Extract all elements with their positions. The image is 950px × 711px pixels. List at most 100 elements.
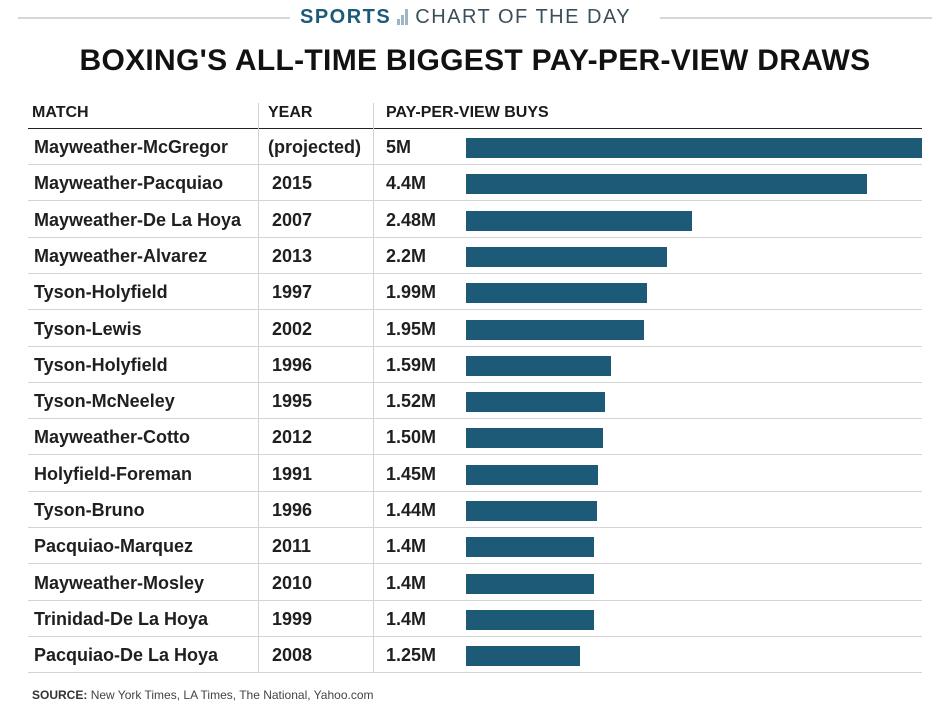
- row-divider: [28, 418, 922, 420]
- bar: [466, 174, 868, 195]
- column-header-year: YEAR: [268, 104, 313, 121]
- match-name: Mayweather-Alvarez: [34, 245, 208, 266]
- table-row: Tyson-Holyfield 1997 1.99M: [28, 274, 922, 311]
- year-label: 1996: [272, 500, 313, 520]
- data-label: 1.95M: [386, 318, 437, 339]
- row-divider: [28, 272, 922, 274]
- data-label: 4.4M: [386, 173, 427, 194]
- year-label: 1997: [272, 282, 313, 303]
- data-label: 1.4M: [386, 536, 427, 557]
- source-note: SOURCE: New York Times, LA Times, The Na…: [32, 688, 374, 702]
- match-name: Mayweather-McGregor: [34, 137, 229, 157]
- table-row: Mayweather-De La Hoya 2007 2.48M: [28, 202, 922, 238]
- brand-header: SPORTS CHART OF THE DAY: [0, 4, 950, 30]
- row-divider: [28, 527, 922, 528]
- data-label: 2.2M: [386, 245, 427, 266]
- table-row: Mayweather-McGregor (projected) 5M: [28, 129, 922, 165]
- table-row: Pacquiao-Marquez 2011 1.4M: [28, 528, 922, 565]
- table-row: Tyson-McNeeley 1995 1.52M: [28, 383, 922, 420]
- match-name: Tyson-Holyfield: [34, 282, 168, 303]
- bar: [466, 319, 644, 340]
- bar: [466, 573, 594, 594]
- column-header-match: MATCH: [32, 104, 89, 121]
- row-divider: [28, 345, 922, 347]
- match-name: Tyson-Holyfield: [34, 354, 168, 375]
- match-name: Mayweather-Cotto: [34, 427, 191, 448]
- data-label: 5M: [386, 137, 412, 157]
- match-name: Pacquiao-Marquez: [34, 536, 194, 557]
- year-label: 2013: [272, 245, 313, 266]
- source-text: New York Times, LA Times, The National, …: [90, 688, 374, 702]
- table-row: Mayweather-Cotto 2012 1.50M: [28, 419, 922, 456]
- year-label: 1995: [272, 391, 313, 412]
- table-row: Mayweather-Alvarez 2013 2.2M: [28, 238, 922, 274]
- match-name: Pacquiao-De La Hoya: [34, 645, 219, 666]
- bar: [466, 210, 693, 231]
- table-row: Pacquiao-De La Hoya 2008 1.25M: [28, 637, 922, 674]
- data-label: 1.99M: [386, 282, 437, 303]
- table-row: Mayweather-Mosley 2010 1.4M: [28, 565, 922, 601]
- row-divider: [28, 672, 922, 674]
- year-label: 2002: [272, 318, 313, 339]
- column-divider: [373, 103, 374, 673]
- data-label: 1.52M: [386, 391, 437, 412]
- data-label: 1.4M: [386, 608, 427, 629]
- bar: [466, 609, 594, 630]
- data-label: 1.45M: [386, 463, 437, 484]
- match-name: Holyfield-Foreman: [34, 463, 193, 484]
- bar: [466, 464, 599, 485]
- brand-sports: SPORTS: [300, 5, 392, 28]
- bar-chart-logo-icon: [397, 9, 409, 25]
- bar: [466, 646, 580, 667]
- brand-chart-of-the-day: CHART OF THE DAY: [415, 5, 632, 28]
- table-row: Tyson-Holyfield 1996 1.59M: [28, 347, 922, 383]
- bar: [466, 283, 648, 304]
- bar: [466, 537, 594, 558]
- chart-title: BOXING'S ALL-TIME BIGGEST PAY-PER-VIEW D…: [79, 44, 871, 77]
- data-label: 1.50M: [386, 427, 437, 448]
- bar: [466, 428, 603, 449]
- table-row: Holyfield-Foreman 1991 1.45M: [28, 456, 922, 492]
- year-label: 1991: [272, 463, 313, 484]
- year-label: 2007: [272, 209, 313, 230]
- match-name: Tyson-McNeeley: [34, 391, 175, 412]
- year-label: (projected): [268, 137, 362, 157]
- match-name: Tyson-Lewis: [34, 318, 142, 339]
- row-divider: [28, 635, 922, 637]
- match-name: Mayweather-Pacquiao: [34, 173, 224, 194]
- row-divider: [28, 309, 922, 311]
- data-label: 1.25M: [386, 645, 437, 666]
- row-divider: [28, 563, 922, 565]
- bar: [466, 392, 605, 413]
- bar: [466, 138, 922, 158]
- table-row: Tyson-Lewis 2002 1.95M: [28, 311, 922, 347]
- data-label: 1.59M: [386, 354, 437, 375]
- table-row: Trinidad-De La Hoya 1999 1.4M: [28, 601, 922, 637]
- table-row: Mayweather-Pacquiao 2015 4.4M: [28, 165, 922, 202]
- year-label: 1996: [272, 354, 313, 375]
- match-name: Tyson-Bruno: [34, 500, 145, 520]
- bar: [466, 246, 667, 267]
- data-label: 1.44M: [386, 500, 437, 520]
- table-row: Tyson-Bruno 1996 1.44M: [28, 492, 922, 528]
- year-label: 1999: [272, 608, 313, 629]
- brand-wordmark: SPORTS CHART OF THE DAY: [300, 4, 652, 30]
- year-label: 2012: [272, 427, 313, 448]
- bar: [466, 501, 598, 521]
- match-name: Trinidad-De La Hoya: [34, 608, 209, 629]
- bar: [466, 355, 611, 376]
- brand-rule-right: [660, 17, 932, 19]
- row-divider: [28, 454, 922, 456]
- brand-rule-left: [18, 17, 290, 19]
- year-label: 2015: [272, 173, 313, 194]
- match-name: Mayweather-De La Hoya: [34, 209, 242, 230]
- year-label: 2010: [272, 572, 313, 593]
- header-rule: [28, 128, 922, 129]
- row-divider: [28, 200, 922, 202]
- row-divider: [28, 164, 922, 165]
- data-label: 2.48M: [386, 209, 437, 230]
- row-divider: [28, 599, 922, 601]
- column-header-buys: PAY-PER-VIEW BUYS: [386, 104, 549, 121]
- source-label: SOURCE:: [32, 688, 88, 702]
- year-label: 2008: [272, 645, 313, 666]
